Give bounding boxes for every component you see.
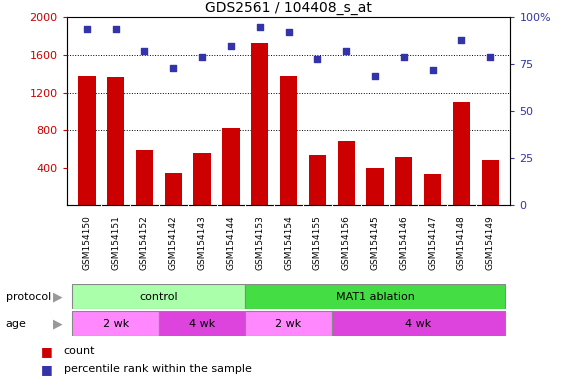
Text: GSM154144: GSM154144 (226, 215, 235, 270)
Text: GSM154143: GSM154143 (198, 215, 206, 270)
Point (255, 24, 264, 30)
Text: GSM154142: GSM154142 (169, 215, 178, 270)
Text: GSM154147: GSM154147 (428, 215, 437, 270)
Bar (72, 311, 159, 336)
Text: GSM154156: GSM154156 (342, 215, 351, 270)
Text: percentile rank within the sample: percentile rank within the sample (64, 364, 252, 374)
Point (428, 67, 437, 73)
Bar (251, 43, 269, 205)
Point (313, 56, 322, 62)
Bar (136, 150, 153, 205)
Bar (280, 76, 297, 205)
Bar (367, 168, 383, 205)
Text: MAT1 ablation: MAT1 ablation (336, 291, 415, 302)
Point (82, 25, 92, 31)
Text: GSM154150: GSM154150 (82, 215, 92, 270)
Text: ▶: ▶ (53, 290, 63, 303)
Text: age: age (6, 318, 27, 329)
Text: GSM154145: GSM154145 (371, 215, 379, 270)
Bar (165, 174, 182, 205)
Bar (309, 155, 326, 205)
Bar (78, 76, 96, 205)
Point (342, 48, 351, 54)
Text: ■: ■ (41, 363, 52, 376)
Bar (222, 128, 240, 205)
Bar (159, 311, 245, 336)
Text: 2 wk: 2 wk (276, 318, 302, 329)
Point (457, 37, 466, 43)
Bar (107, 78, 124, 205)
Point (485, 54, 495, 60)
Bar (395, 157, 412, 205)
Text: count: count (64, 346, 95, 356)
Point (111, 25, 120, 31)
Point (399, 54, 408, 60)
Text: ■: ■ (41, 345, 52, 358)
Title: GDS2561 / 104408_s_at: GDS2561 / 104408_s_at (205, 1, 372, 15)
Bar (338, 141, 355, 205)
Point (226, 43, 235, 49)
Text: GSM154149: GSM154149 (485, 215, 495, 270)
Text: GSM154146: GSM154146 (399, 215, 408, 270)
Text: GSM154148: GSM154148 (457, 215, 466, 270)
Bar (245, 284, 505, 309)
Text: ▶: ▶ (53, 317, 63, 330)
Text: GSM154153: GSM154153 (255, 215, 264, 270)
Point (169, 65, 178, 71)
Bar (481, 160, 499, 205)
Text: GSM154154: GSM154154 (284, 215, 293, 270)
Text: 4 wk: 4 wk (189, 318, 215, 329)
Bar (424, 174, 441, 205)
Point (140, 48, 149, 54)
Bar (245, 311, 332, 336)
Bar (194, 153, 211, 205)
Point (197, 54, 206, 60)
Text: control: control (140, 291, 178, 302)
Text: GSM154151: GSM154151 (111, 215, 120, 270)
Text: GSM154152: GSM154152 (140, 215, 149, 270)
Bar (332, 311, 505, 336)
Text: 4 wk: 4 wk (405, 318, 432, 329)
Text: GSM154155: GSM154155 (313, 215, 322, 270)
Point (371, 73, 380, 79)
Point (284, 29, 293, 35)
Text: protocol: protocol (6, 291, 51, 302)
Text: 2 wk: 2 wk (103, 318, 129, 329)
Bar (72, 284, 245, 309)
Bar (453, 102, 470, 205)
